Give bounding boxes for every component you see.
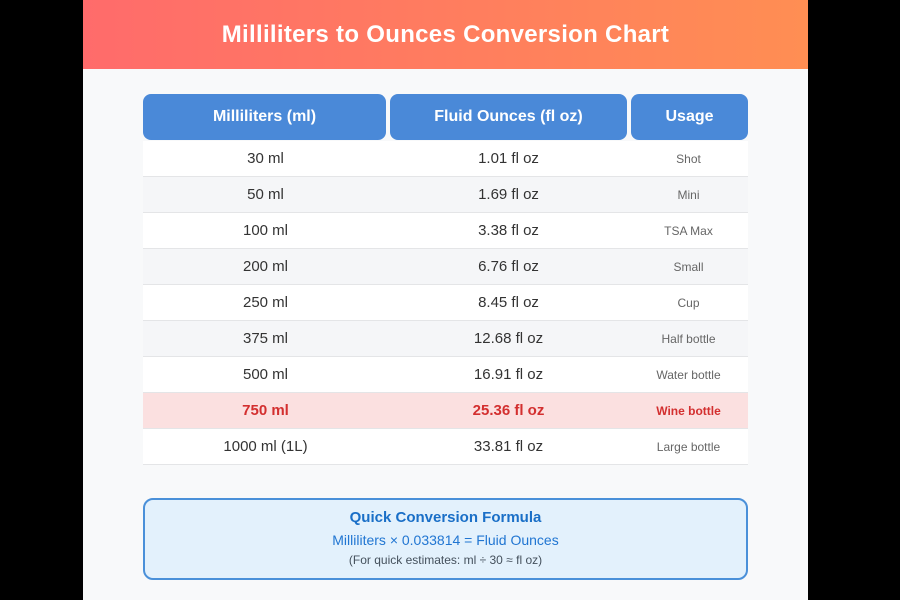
usage-cell: Half bottle <box>661 331 716 346</box>
ml-cell: 50 ml <box>247 186 284 203</box>
floz-cell: 25.36 fl oz <box>472 402 545 419</box>
formula-equation: Milliliters × 0.033814 = Fluid Ounces <box>332 532 559 548</box>
table-header-row: Milliliters (ml) Fluid Ounces (fl oz) Us… <box>143 94 748 140</box>
usage-cell: Mini <box>677 187 700 202</box>
ml-cell: 1000 ml (1L) <box>223 438 308 455</box>
formula-title: Quick Conversion Formula <box>349 509 542 526</box>
ml-cell: 30 ml <box>247 150 284 167</box>
floz-cell: 1.69 fl oz <box>478 186 539 203</box>
table-row: 100 ml 3.38 fl oz TSA Max <box>143 213 748 249</box>
table-row: 200 ml 6.76 fl oz Small <box>143 249 748 285</box>
ml-cell: 750 ml <box>242 402 289 419</box>
formula-note: (For quick estimates: ml ÷ 30 ≈ fl oz) <box>348 553 543 567</box>
table-row: 250 ml 8.45 fl oz Cup <box>143 285 748 321</box>
table-row: 500 ml 16.91 fl oz Water bottle <box>143 357 748 393</box>
floz-cell: 8.45 fl oz <box>478 294 539 311</box>
table-row: 50 ml 1.69 fl oz Mini <box>143 177 748 213</box>
usage-cell: TSA Max <box>664 223 713 238</box>
floz-cell: 6.76 fl oz <box>478 258 539 275</box>
usage-cell: Cup <box>677 295 700 310</box>
table-row-highlighted: 750 ml 25.36 fl oz Wine bottle <box>143 393 748 429</box>
floz-cell: 33.81 fl oz <box>473 438 544 455</box>
column-header-fluid-ounces: Fluid Ounces (fl oz) <box>390 94 627 140</box>
ml-cell: 100 ml <box>242 222 289 239</box>
banner: Milliliters to Ounces Conversion Chart <box>83 0 808 69</box>
table-row: 30 ml 1.01 fl oz Shot <box>143 141 748 177</box>
left-letterbox <box>0 0 83 600</box>
usage-cell: Water bottle <box>656 367 721 382</box>
ml-cell: 375 ml <box>242 330 289 347</box>
usage-cell: Small <box>673 259 704 274</box>
formula-box: Quick Conversion Formula Milliliters × 0… <box>143 498 748 580</box>
table-row: 1000 ml (1L) 33.81 fl oz Large bottle <box>143 429 748 465</box>
page: Milliliters to Ounces Conversion Chart M… <box>83 0 808 600</box>
table-row: 375 ml 12.68 fl oz Half bottle <box>143 321 748 357</box>
floz-cell: 12.68 fl oz <box>473 330 544 347</box>
floz-cell: 3.38 fl oz <box>478 222 539 239</box>
conversion-table: Milliliters (ml) Fluid Ounces (fl oz) Us… <box>143 94 748 465</box>
usage-cell: Large bottle <box>656 439 721 454</box>
floz-cell: 1.01 fl oz <box>478 150 539 167</box>
usage-cell: Wine bottle <box>656 403 721 418</box>
table-body: 30 ml 1.01 fl oz Shot 50 ml 1.69 fl oz M… <box>143 141 748 465</box>
column-header-usage: Usage <box>631 94 748 140</box>
page-title: Milliliters to Ounces Conversion Chart <box>221 20 670 48</box>
column-header-milliliters: Milliliters (ml) <box>143 94 386 140</box>
floz-cell: 16.91 fl oz <box>473 366 544 383</box>
ml-cell: 500 ml <box>242 366 289 383</box>
right-letterbox <box>808 0 900 600</box>
ml-cell: 250 ml <box>242 294 289 311</box>
ml-cell: 200 ml <box>242 258 289 275</box>
usage-cell: Shot <box>676 151 701 166</box>
